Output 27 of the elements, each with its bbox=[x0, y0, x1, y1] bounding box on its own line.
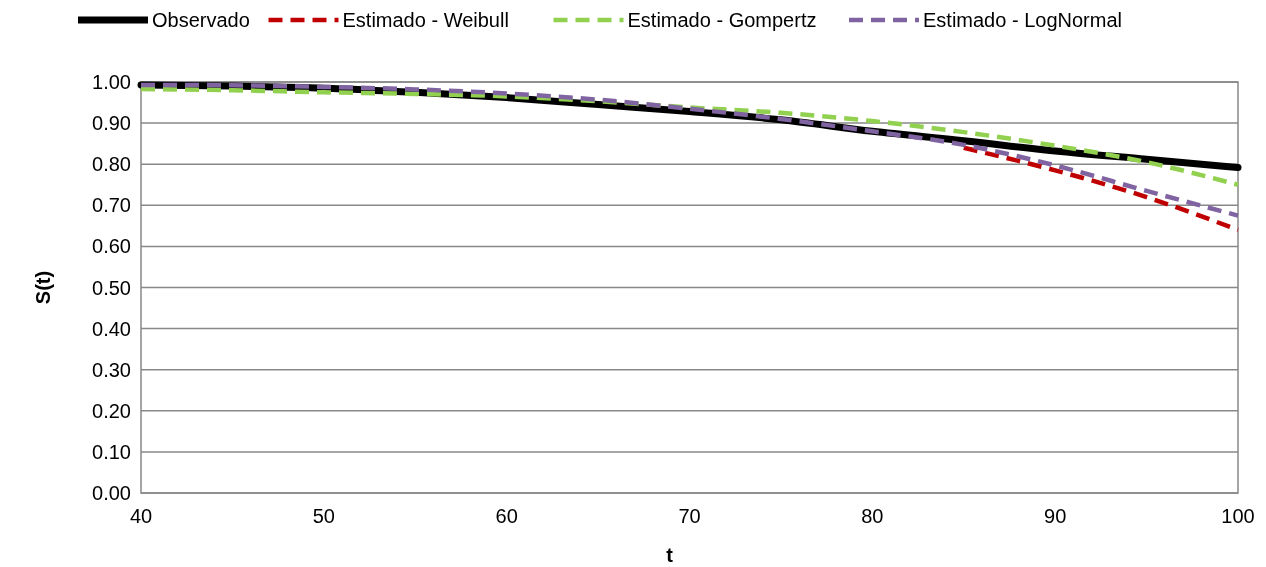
y-tick-label: 0.20 bbox=[92, 399, 131, 422]
legend-label: Estimado - Weibull bbox=[342, 9, 509, 31]
x-tick-label: 90 bbox=[1044, 505, 1067, 527]
y-tick-label: 0.90 bbox=[92, 112, 131, 135]
line-series bbox=[138, 82, 1241, 218]
y-tick-label: 0.10 bbox=[92, 440, 131, 463]
legend-label: Estimado - LogNormal bbox=[923, 9, 1122, 31]
line-series bbox=[138, 86, 1241, 187]
y-tick-label: 0.40 bbox=[92, 317, 131, 340]
y-tick-label: 0.30 bbox=[92, 358, 131, 381]
x-tick-label: 80 bbox=[861, 505, 884, 527]
y-tick-label: 0.70 bbox=[92, 194, 131, 217]
x-tick-label: 60 bbox=[495, 505, 518, 527]
y-tick-label: 0.80 bbox=[92, 153, 131, 176]
y-tick-label: 0.00 bbox=[92, 482, 131, 504]
legend-label: Estimado - Gompertz bbox=[627, 9, 817, 31]
y-tick-label: 0.50 bbox=[92, 276, 131, 299]
x-tick-label: 40 bbox=[129, 505, 153, 527]
y-axis-title: S(t) bbox=[32, 270, 54, 305]
y-tick-label: 0.60 bbox=[92, 235, 131, 258]
line-series bbox=[961, 145, 1241, 233]
x-tick-label: 100 bbox=[1221, 505, 1255, 527]
x-tick-label: 70 bbox=[678, 505, 701, 527]
x-axis-title: t bbox=[666, 544, 674, 566]
x-tick-label: 50 bbox=[312, 505, 335, 527]
y-tick-label: 1.00 bbox=[92, 71, 131, 93]
legend-label: Observado bbox=[152, 9, 250, 31]
